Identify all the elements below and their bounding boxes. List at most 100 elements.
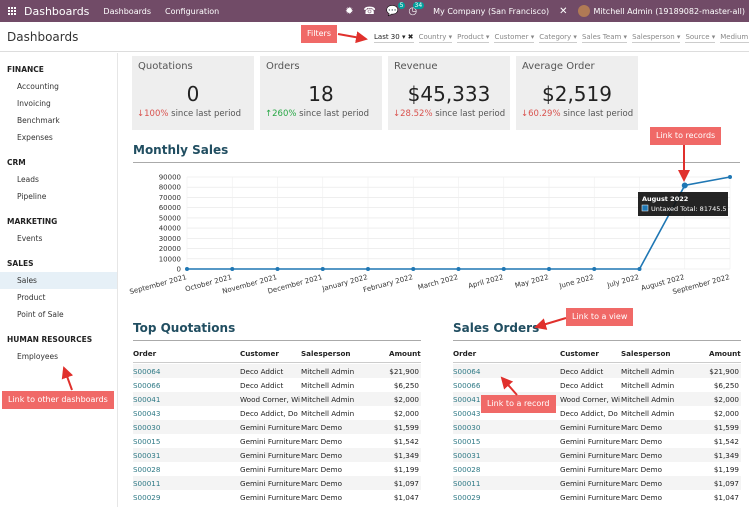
sidebar-item-pipeline[interactable]: Pipeline: [17, 192, 47, 201]
sidebar-item-product[interactable]: Product: [17, 293, 46, 302]
order-link[interactable]: S00030: [133, 423, 161, 432]
table-row[interactable]: S00043 Deco Addict, Do Mitchell Admin $2,00…: [133, 406, 421, 420]
table-row[interactable]: S00064 Deco Addict Mitchell Admin $21,900: [453, 364, 741, 378]
app-brand[interactable]: Dashboards: [24, 4, 90, 18]
filter-country[interactable]: Country ▾: [418, 33, 453, 43]
order-link[interactable]: S00028: [453, 465, 481, 474]
order-link[interactable]: S00041: [133, 395, 161, 404]
filter-medium[interactable]: Medium ▾: [720, 33, 749, 43]
menu-dashboards[interactable]: Dashboards: [103, 6, 151, 16]
sales-orders-table: Order Customer Salesperson Amount S00064…: [453, 349, 741, 507]
column-header-amount[interactable]: Amount: [709, 349, 741, 358]
order-link[interactable]: S00066: [133, 381, 161, 390]
table-row[interactable]: S00029 Gemini Furniture Marc Demo $1,047: [453, 490, 741, 504]
filter-source[interactable]: Source ▾: [685, 33, 716, 43]
top-quotations-title[interactable]: Top Quotations: [133, 321, 236, 335]
filter-salesperson[interactable]: Salesperson ▾: [632, 33, 681, 43]
column-header-customer[interactable]: Customer: [560, 349, 599, 358]
order-link[interactable]: S00043: [453, 409, 481, 418]
kpi-revenue[interactable]: Revenue $45,333 ↓28.52% since last perio…: [388, 56, 510, 130]
kpi-title: Quotations: [138, 61, 193, 72]
data-point: [230, 267, 235, 271]
order-link[interactable]: S00015: [133, 437, 161, 446]
messages-badge: 5: [397, 1, 406, 9]
x-tick-label: January 2022: [320, 273, 368, 293]
sidebar-item-events[interactable]: Events: [17, 234, 43, 243]
table-row[interactable]: S00029 Gemini Furniture Marc Demo $1,047: [133, 490, 421, 504]
table-row[interactable]: S00030 Gemini Furniture Marc Demo $1,599: [453, 420, 741, 434]
order-link[interactable]: S00029: [133, 493, 161, 502]
sales-orders-title[interactable]: Sales Orders: [453, 321, 540, 335]
sidebar-item-expenses[interactable]: Expenses: [17, 133, 53, 142]
filter-customer[interactable]: Customer ▾: [494, 33, 535, 43]
company-switcher[interactable]: My Company (San Francisco): [433, 6, 550, 16]
bug-icon[interactable]: ✹: [345, 5, 354, 17]
filter-bar: Last 30 ▾ ✖ Country ▾ Product ▾ Customer…: [374, 33, 749, 43]
sidebar-item-leads[interactable]: Leads: [17, 175, 39, 184]
table-row[interactable]: S00028 Gemini Furniture Marc Demo $1,199: [453, 462, 741, 476]
order-link[interactable]: S00064: [133, 367, 161, 376]
table-row[interactable]: S00066 Deco Addict Mitchell Admin $6,250: [453, 378, 741, 392]
order-link[interactable]: S00011: [133, 479, 161, 488]
order-link[interactable]: S00041: [453, 395, 481, 404]
table-row[interactable]: S00066 Deco Addict Mitchell Admin $6,250: [133, 378, 421, 392]
y-tick-label: 0: [177, 266, 181, 274]
sidebar-item-benchmark[interactable]: Benchmark: [17, 116, 60, 125]
order-link[interactable]: S00066: [453, 381, 481, 390]
filter-period[interactable]: Last 30 ▾ ✖: [374, 33, 414, 43]
table-row[interactable]: S00015 Gemini Furniture Marc Demo $1,542: [133, 434, 421, 448]
app-menu-grid-icon[interactable]: [4, 0, 20, 22]
filter-category[interactable]: Category ▾: [539, 33, 577, 43]
table-row[interactable]: S00015 Gemini Furniture Marc Demo $1,542: [453, 434, 741, 448]
tools-icon[interactable]: ✕: [559, 5, 568, 17]
phone-icon[interactable]: ☎: [363, 5, 376, 17]
filter-product[interactable]: Product ▾: [457, 33, 490, 43]
monthly-sales-title[interactable]: Monthly Sales: [133, 143, 229, 157]
kpi-quotations[interactable]: Quotations 0 ↓100% since last period: [132, 56, 254, 130]
sidebar-item-point-of-sale[interactable]: Point of Sale: [17, 310, 64, 319]
table-row[interactable]: S00043 Deco Addict, Do Mitchell Admin $2,00…: [453, 406, 741, 420]
order-link[interactable]: S00064: [453, 367, 481, 376]
sidebar-group-crm: CRM: [7, 158, 26, 167]
sidebar-item-employees[interactable]: Employees: [17, 352, 59, 361]
table-row[interactable]: S00031 Gemini Furniture Marc Demo $1,349: [133, 448, 421, 462]
column-header-amount[interactable]: Amount: [389, 349, 421, 358]
table-row[interactable]: S00041 Wood Corner, Wi Mitchell Admin $2,00…: [133, 392, 421, 406]
customer-cell: Wood Corner, Wi: [240, 395, 300, 404]
order-link[interactable]: S00031: [133, 451, 161, 460]
user-menu[interactable]: Mitchell Admin (19189082-master-all): [577, 5, 745, 17]
table-row[interactable]: S00064 Deco Addict Mitchell Admin $21,900: [133, 364, 421, 378]
sidebar-item-accounting[interactable]: Accounting: [17, 82, 59, 91]
order-link[interactable]: S00029: [453, 493, 481, 502]
column-header-salesperson[interactable]: Salesperson: [301, 349, 351, 358]
table-row[interactable]: S00031 Gemini Furniture Marc Demo $1,349: [453, 448, 741, 462]
column-header-order[interactable]: Order: [133, 349, 157, 358]
sidebar-item-invoicing[interactable]: Invoicing: [17, 99, 51, 108]
sidebar-item-sales[interactable]: Sales: [0, 272, 117, 289]
table-row[interactable]: S00011 Gemini Furniture Marc Demo $1,097: [453, 476, 741, 490]
activity-clock-icon[interactable]: ◷ 34: [408, 1, 425, 17]
monthly-sales-chart[interactable]: 0 10000 20000 30000 40000 50000 60000 70000 8000…: [119, 170, 749, 355]
arrow-down-icon: ↓: [521, 109, 529, 119]
filter-sales-team[interactable]: Sales Team ▾: [581, 33, 628, 43]
amount-cell: $1,047: [393, 493, 419, 502]
kpi-average-order[interactable]: Average Order $2,519 ↓60.29% since last …: [516, 56, 638, 130]
column-header-customer[interactable]: Customer: [240, 349, 279, 358]
customer-cell: Gemini Furniture: [560, 465, 620, 474]
table-row[interactable]: S00028 Gemini Furniture Marc Demo $1,199: [133, 462, 421, 476]
table-row[interactable]: S00011 Gemini Furniture Marc Demo $1,097: [133, 476, 421, 490]
order-link[interactable]: S00011: [453, 479, 481, 488]
y-tick-label: 70000: [159, 194, 181, 202]
order-link[interactable]: S00030: [453, 423, 481, 432]
menu-configuration[interactable]: Configuration: [165, 6, 220, 16]
kpi-orders[interactable]: Orders 18 ↑260% since last period: [260, 56, 382, 130]
salesperson-cell: Marc Demo: [301, 423, 342, 432]
messages-icon[interactable]: 💬 5: [385, 1, 406, 17]
table-row[interactable]: S00030 Gemini Furniture Marc Demo $1,599: [133, 420, 421, 434]
order-link[interactable]: S00043: [133, 409, 161, 418]
order-link[interactable]: S00015: [453, 437, 481, 446]
column-header-order[interactable]: Order: [453, 349, 477, 358]
order-link[interactable]: S00031: [453, 451, 481, 460]
column-header-salesperson[interactable]: Salesperson: [621, 349, 671, 358]
order-link[interactable]: S00028: [133, 465, 161, 474]
